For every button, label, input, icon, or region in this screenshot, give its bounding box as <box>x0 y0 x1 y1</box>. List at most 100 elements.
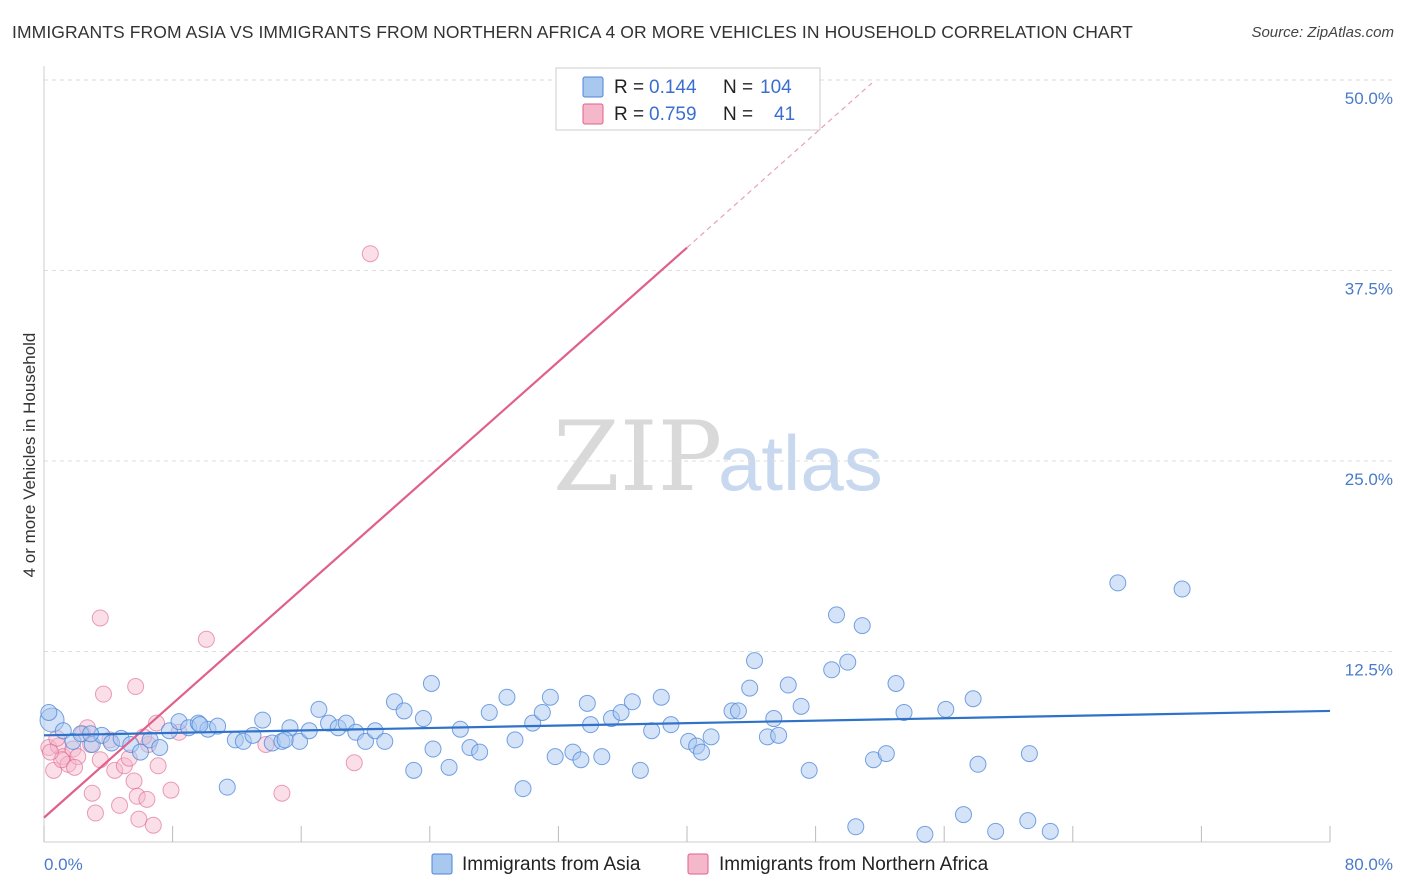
asia-point <box>765 710 783 728</box>
asia-point <box>1173 580 1191 598</box>
asia-point <box>366 722 384 740</box>
legend-r-label-asia: R = <box>614 77 644 98</box>
y-tick-label: 12.5% <box>1345 661 1393 680</box>
asia-point <box>244 726 262 744</box>
asia-point <box>498 688 516 706</box>
bottom-legend-swatch-africa <box>687 853 709 875</box>
asia-point <box>800 761 818 779</box>
asia-point <box>652 688 670 706</box>
asia-point <box>480 703 498 721</box>
bottom-legend-swatch-asia <box>431 853 453 875</box>
legend-swatch-asia <box>582 76 604 98</box>
asia-point <box>593 748 611 766</box>
series-legend: Immigrants from Asia Immigrants from Nor… <box>431 853 989 875</box>
africa-point <box>127 678 145 696</box>
africa-point <box>128 787 146 805</box>
asia-point <box>131 743 149 761</box>
africa-point <box>125 772 143 790</box>
asia-point <box>954 806 972 824</box>
africa-point <box>91 751 109 769</box>
asia-point <box>572 751 590 769</box>
asia-point <box>847 818 865 836</box>
africa-point <box>83 784 101 802</box>
asia-point <box>424 740 442 758</box>
africa-point <box>138 790 156 808</box>
asia-point <box>1019 812 1037 830</box>
asia-point <box>741 679 759 697</box>
legend-n-value-africa: 41 <box>774 104 795 125</box>
asia-point <box>533 703 551 721</box>
asia-point <box>191 716 209 734</box>
africa-point <box>144 816 162 834</box>
bottom-legend-label-asia: Immigrants from Asia <box>462 854 641 875</box>
asia-point <box>746 652 764 670</box>
asia-point <box>471 743 489 761</box>
asia-point <box>395 702 413 720</box>
asia-point <box>877 745 895 763</box>
y-tick-label: 37.5% <box>1345 280 1393 299</box>
asia-point <box>823 661 841 679</box>
legend-r-value-africa: 0.759 <box>649 104 697 125</box>
asia-point <box>895 703 913 721</box>
asia-point <box>440 758 458 776</box>
asia-point <box>451 720 469 738</box>
asia-point <box>414 710 432 728</box>
asia-point <box>276 731 294 749</box>
bottom-legend-label-africa: Immigrants from Northern Africa <box>719 854 989 875</box>
asia-point <box>729 702 747 720</box>
watermark: ZIP atlas <box>553 401 883 513</box>
asia-point <box>916 825 934 843</box>
legend-r-label-africa: R = <box>614 104 644 125</box>
africa-point <box>86 804 104 822</box>
asia-point <box>969 755 987 773</box>
asia-point <box>1041 822 1059 840</box>
asia-point <box>631 761 649 779</box>
asia-point <box>405 761 423 779</box>
asia-point <box>376 732 394 750</box>
asia-point <box>546 748 564 766</box>
series-asia-points <box>39 574 1191 843</box>
asia-point <box>853 617 871 635</box>
stats-legend: R = 0.144 N = 104 R = 0.759 N = 41 <box>555 67 821 131</box>
africa-point <box>197 630 215 648</box>
asia-point <box>422 675 440 693</box>
asia-point <box>612 703 630 721</box>
africa-point <box>361 245 379 263</box>
x-tick-label: 80.0% <box>1345 855 1393 874</box>
legend-n-value-asia: 104 <box>760 77 792 98</box>
africa-point <box>94 685 112 703</box>
asia-point <box>987 822 1005 840</box>
asia-point <box>779 676 797 694</box>
africa-point <box>162 781 180 799</box>
asia-point <box>254 711 272 729</box>
asia-point <box>578 694 596 712</box>
y-tick-label: 25.0% <box>1345 470 1393 489</box>
asia-point <box>541 688 559 706</box>
africa-point <box>69 748 87 766</box>
asia-point <box>209 717 227 735</box>
africa-point <box>345 754 363 772</box>
asia-point <box>937 700 955 718</box>
watermark-zip: ZIP <box>553 401 722 513</box>
legend-n-label-asia: N = <box>723 77 753 98</box>
asia-point <box>964 690 982 708</box>
asia-point <box>40 703 58 721</box>
asia-point <box>692 743 710 761</box>
asia-trend-line <box>43 709 1331 737</box>
asia-point <box>357 732 374 750</box>
y-tick-labels: 12.5% 25.0% 37.5% 50.0% <box>1345 89 1393 680</box>
africa-point <box>149 757 167 775</box>
asia-point <box>839 653 857 671</box>
asia-point <box>792 697 810 715</box>
source-label: Source: ZipAtlas.com <box>1251 24 1394 41</box>
legend-swatch-africa <box>582 103 604 125</box>
asia-point <box>514 780 532 798</box>
africa-point <box>91 609 109 627</box>
x-tick-labels: 0.0% 80.0% <box>44 855 1393 874</box>
asia-point <box>151 739 169 757</box>
asia-point <box>702 728 720 746</box>
asia-point <box>506 731 524 749</box>
asia-point <box>770 726 788 744</box>
y-tick-label: 50.0% <box>1345 89 1393 108</box>
